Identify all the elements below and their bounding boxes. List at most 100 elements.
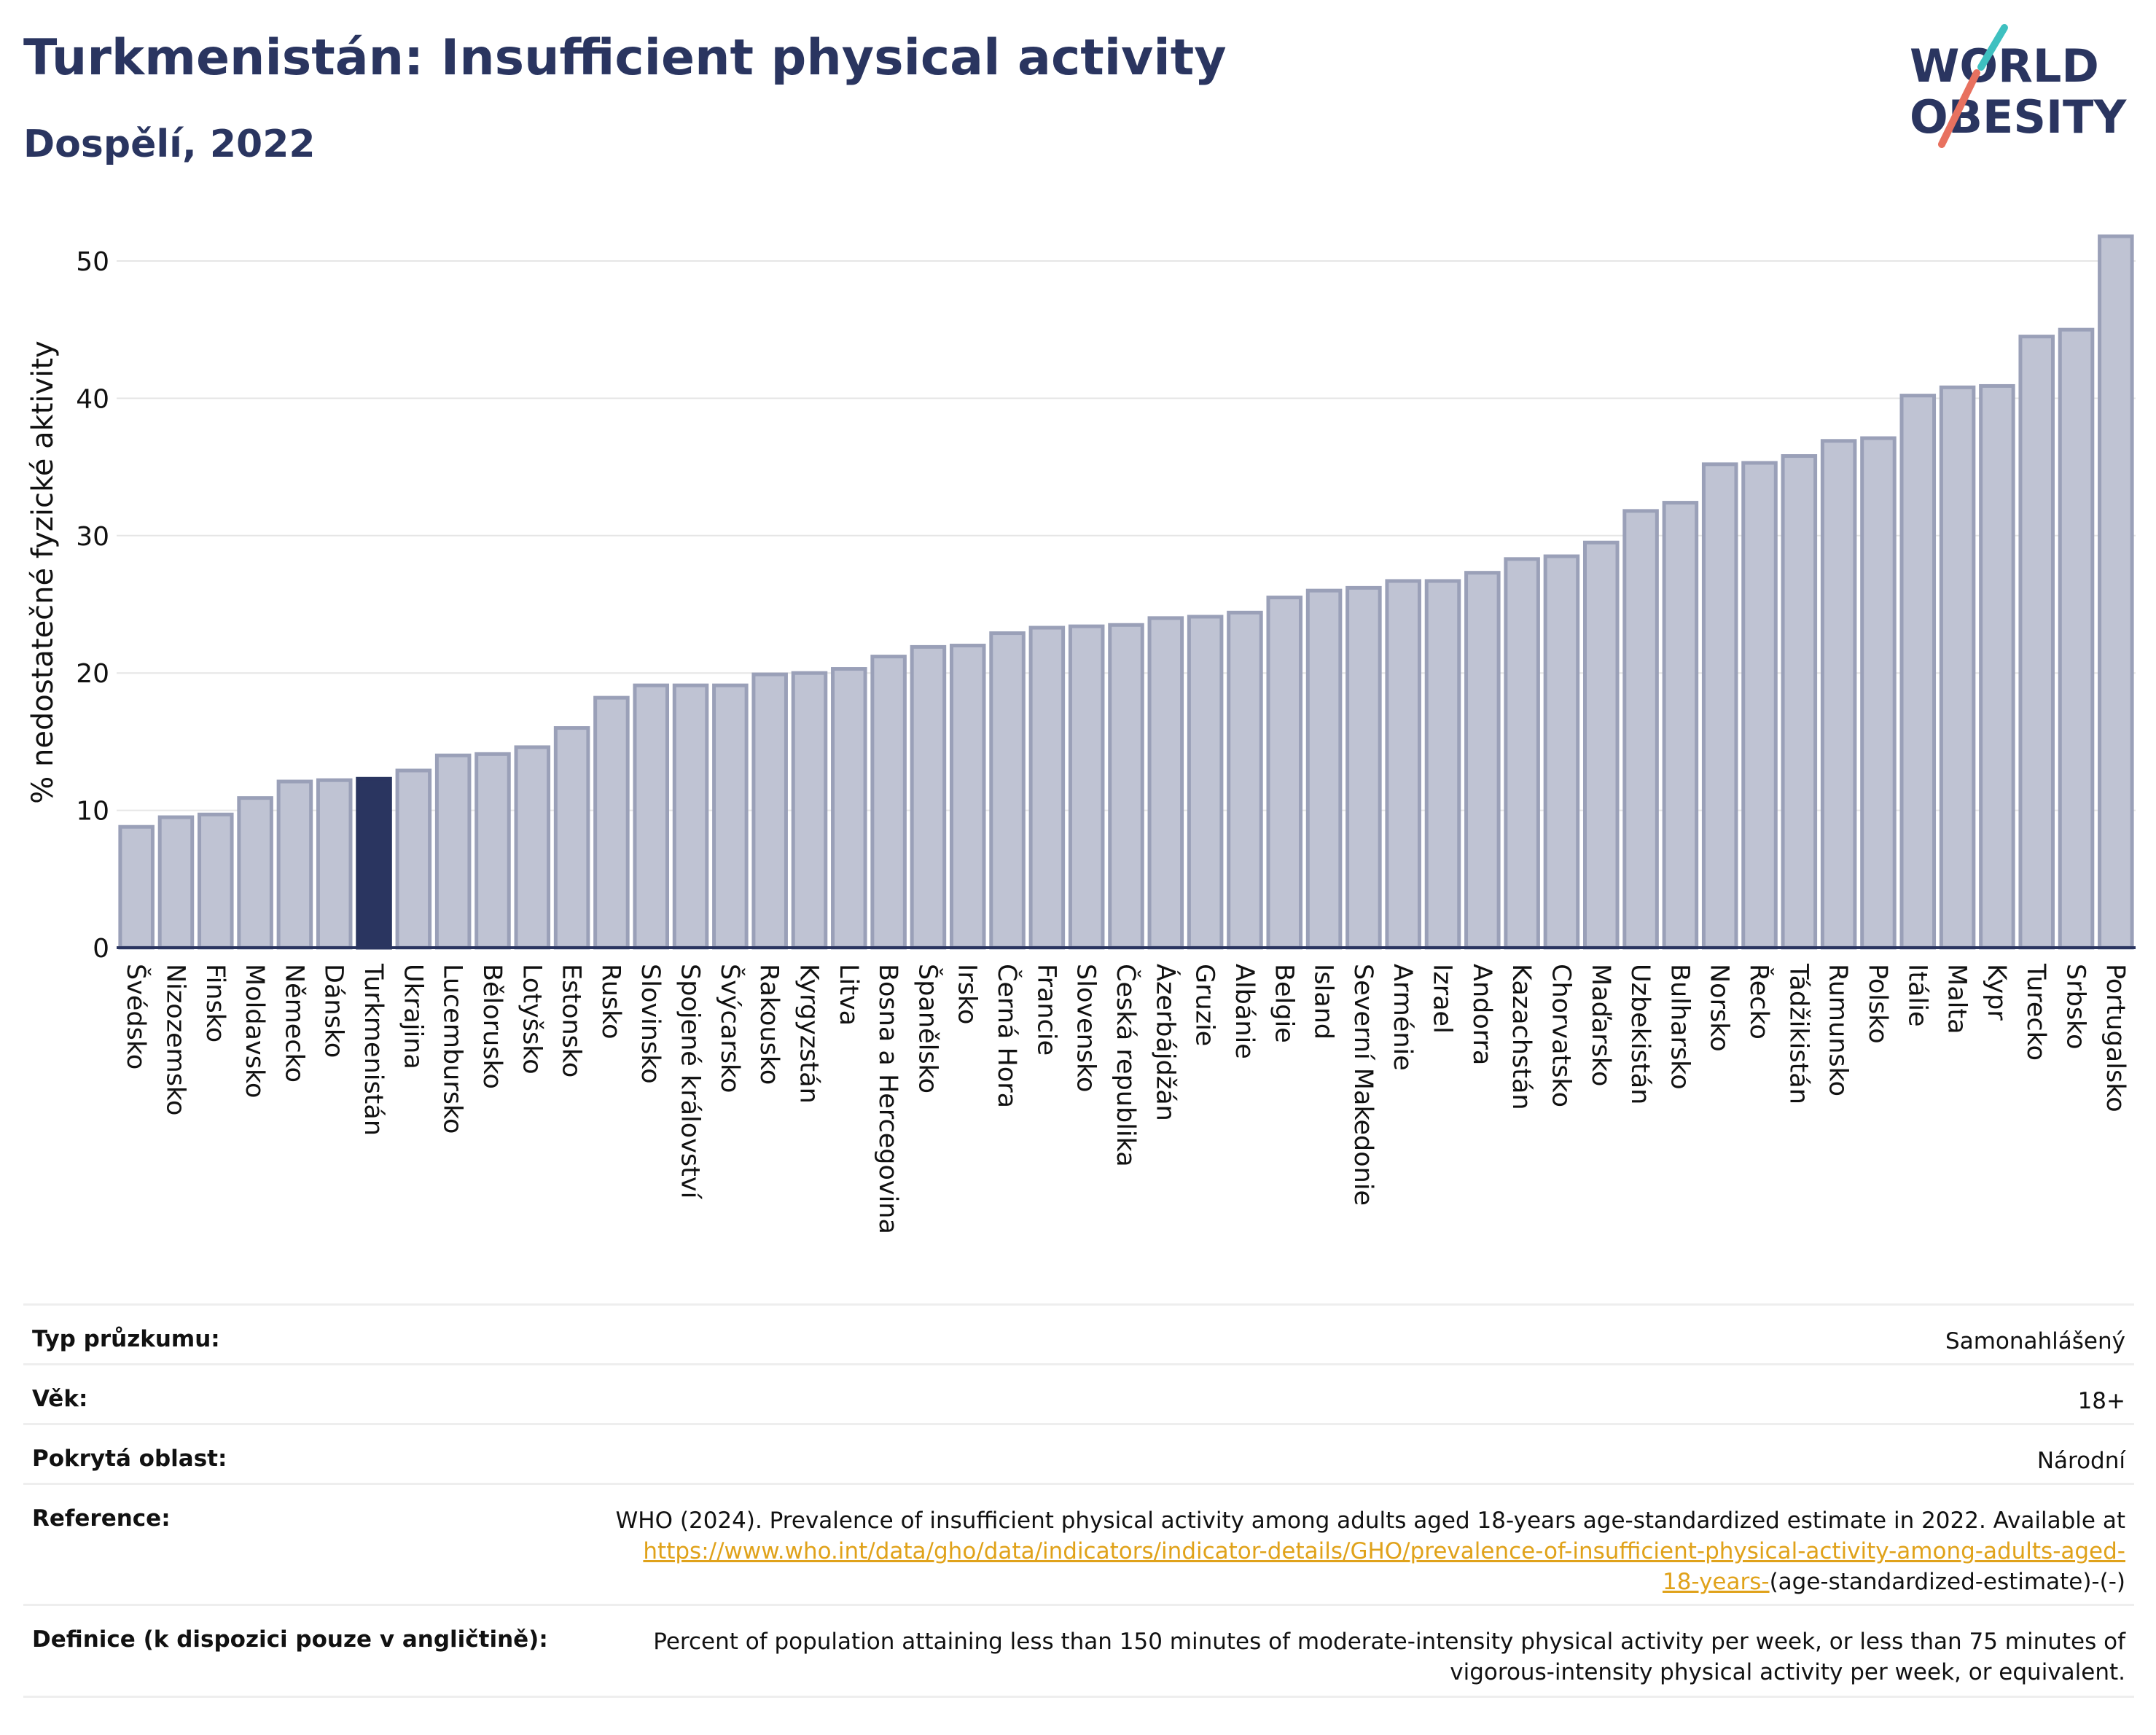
y-tick-label: 40	[76, 384, 109, 414]
x-tick-label: Španělsko	[913, 964, 943, 1093]
x-tick-label: Finsko	[200, 964, 230, 1042]
info-table: Typ průzkumu: Samonahlášený Věk: 18+ Pok…	[23, 1303, 2134, 1698]
bar-50	[2098, 234, 2134, 950]
bar-1	[157, 815, 195, 950]
y-tick-labels: 0 10 20 30 40 50	[76, 247, 109, 964]
x-tick-label: Černá Hora	[992, 964, 1023, 1108]
bar-43	[1820, 439, 1857, 950]
x-tick-label: Spojené království	[676, 964, 705, 1200]
bar-9	[474, 752, 511, 950]
bar-32	[1385, 579, 1421, 950]
definition-line2: vigorous-intensity physical activity per…	[1450, 1659, 2125, 1685]
bar-47	[1979, 383, 2015, 950]
logo-slash-teal	[1977, 24, 2008, 71]
bar-14	[672, 683, 709, 950]
reference-tail: (age-standardized-estimate)-(-)	[1769, 1569, 2125, 1595]
survey-label: Typ průzkumu:	[32, 1326, 220, 1352]
reference-value: WHO (2024). Prevalence of insufficient p…	[616, 1505, 2125, 1604]
page-subtitle: Dospělí, 2022	[23, 122, 316, 166]
reference-text: WHO (2024). Prevalence of insufficient p…	[615, 1508, 2125, 1534]
bar-18	[831, 667, 867, 950]
x-tick-label: Uzbekistán	[1625, 964, 1655, 1104]
info-row-definition: Definice (k dispozici pouze v angličtině…	[23, 1606, 2134, 1698]
bars	[118, 234, 2134, 950]
y-tick-label: 50	[76, 247, 109, 277]
y-tick-label: 20	[76, 659, 109, 689]
x-tick-label: Litva	[834, 964, 863, 1026]
x-tick-label: Dánsko	[319, 964, 348, 1058]
page-title: Turkmenistán: Insufficient physical acti…	[23, 29, 1227, 87]
bar-15	[712, 683, 749, 950]
x-tick-label: Moldavsko	[240, 964, 269, 1098]
x-tick-label: Srbsko	[2061, 964, 2090, 1050]
x-tick-label: Turkmenistán	[359, 963, 388, 1136]
x-tick-label: Izrael	[1428, 964, 1457, 1034]
logo-text-world: WORLD	[1910, 39, 2099, 93]
bar-26	[1147, 616, 1184, 950]
x-tick-label: Andorra	[1467, 964, 1496, 1065]
bar-29	[1266, 596, 1303, 950]
x-tick-label: Belgie	[1269, 964, 1298, 1043]
x-tick-label: Estonsko	[557, 964, 586, 1077]
x-tick-label: Česká republika	[1111, 964, 1141, 1167]
bar-28	[1227, 610, 1263, 950]
x-tick-label: Malta	[1942, 964, 1972, 1034]
x-tick-label: Švédsko	[121, 964, 152, 1069]
x-tick-label: Bělorusko	[477, 964, 507, 1089]
bar-42	[1781, 454, 1818, 950]
bar-23	[1028, 625, 1066, 950]
x-tick-label: Chorvatsko	[1546, 964, 1575, 1107]
bar-44	[1860, 436, 1897, 950]
bar-45	[1899, 394, 1937, 950]
info-row-reference: Reference: WHO (2024). Prevalence of ins…	[23, 1485, 2134, 1606]
x-tick-label: Gruzie	[1190, 964, 1219, 1046]
bar-17	[791, 671, 828, 950]
x-tick-label: Lucembursko	[438, 964, 467, 1134]
bar-46	[1939, 385, 1976, 950]
bar-6	[356, 776, 392, 950]
x-tick-label: Polsko	[1863, 964, 1892, 1044]
bar-22	[989, 631, 1026, 950]
age-value: 18+	[2077, 1388, 2125, 1414]
bar-3	[237, 796, 273, 950]
x-tick-labels: Švédsko Nizozemsko Finsko Moldavsko Německo D…	[121, 963, 2130, 1234]
logo-slash-coral	[1938, 69, 1980, 148]
definition-label: Definice (k dispozici pouze v angličtině…	[32, 1626, 548, 1653]
reference-link-line1[interactable]: https://www.who.int/data/gho/data/indica…	[643, 1538, 2125, 1564]
area-value: Národní	[2036, 1448, 2125, 1474]
bar-37	[1582, 540, 1620, 950]
x-tick-label: Tádžikistán	[1784, 963, 1813, 1104]
bar-4	[276, 779, 313, 950]
x-tick-label: Kypr	[1982, 964, 2011, 1021]
x-tick-label: Švýcarsko	[715, 964, 746, 1093]
x-tick-label: Albánie	[1230, 964, 1259, 1059]
y-axis-label: % nedostatečné fyzické aktivity	[26, 340, 60, 803]
bar-27	[1187, 615, 1224, 950]
x-tick-label: Nizozemsko	[160, 964, 190, 1115]
y-tick-label: 0	[93, 934, 109, 964]
bar-30	[1305, 588, 1343, 950]
bar-10	[514, 745, 551, 950]
x-tick-label: Lotyšsko	[517, 964, 546, 1075]
bar-0	[118, 824, 155, 950]
bar-41	[1741, 461, 1778, 950]
bar-48	[2018, 335, 2055, 950]
info-row-area: Pokrytá oblast: Národní	[23, 1425, 2134, 1485]
x-tick-label: Slovinsko	[636, 964, 665, 1084]
bar-19	[870, 655, 907, 950]
bar-5	[316, 778, 353, 950]
x-tick-label: Kyrgyzstán	[794, 964, 823, 1104]
x-tick-label: Portugalsko	[2101, 964, 2130, 1112]
x-tick-label: Francie	[1031, 964, 1061, 1056]
bar-2	[198, 812, 234, 950]
x-tick-label: Maďarsko	[1586, 964, 1615, 1086]
x-tick-label: Turecko	[2021, 963, 2050, 1061]
x-tick-label: Kazachstán	[1507, 964, 1536, 1110]
age-label: Věk:	[32, 1386, 88, 1412]
reference-link-line2[interactable]: 18-years-	[1662, 1569, 1770, 1595]
bar-21	[949, 644, 986, 950]
x-tick-label: Německo	[279, 964, 308, 1083]
y-tick-label: 10	[76, 797, 109, 827]
x-tick-label: Rakousko	[754, 964, 784, 1085]
x-tick-label: Island	[1309, 964, 1338, 1040]
